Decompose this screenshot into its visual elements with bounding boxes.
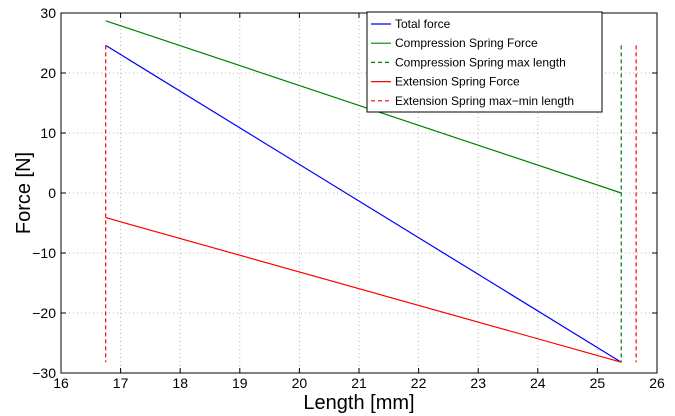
- axis-ticks: 16 17 18 19 20 21 22 23 24 25 26 −30 −20 −10 0 10 20 30: [32, 5, 665, 391]
- y-tick-label: −20: [32, 305, 56, 321]
- x-tick-label: 21: [351, 375, 367, 391]
- x-axis-label: Length [mm]: [303, 392, 414, 414]
- x-tick-label: 18: [172, 375, 188, 391]
- legend-entry: Extension Spring Force: [395, 75, 520, 89]
- series-group: [105, 20, 637, 363]
- x-tick-label: 24: [530, 375, 546, 391]
- y-axis-label: Force [N]: [13, 152, 35, 234]
- x-tick-label: 25: [590, 375, 606, 391]
- x-tick-label: 19: [232, 375, 248, 391]
- series-line: [105, 44, 622, 363]
- legend: Total force Compression Spring Force Compr…: [366, 11, 603, 113]
- x-tick-label: 20: [292, 375, 308, 391]
- legend-entry: Extension Spring max−min length: [395, 94, 574, 108]
- x-tick-label: 26: [649, 375, 665, 391]
- x-tick-label: 17: [113, 375, 129, 391]
- y-tick-label: 0: [48, 185, 56, 201]
- x-tick-label: 22: [411, 375, 427, 391]
- series-line: [105, 20, 622, 194]
- y-tick-label: −30: [32, 365, 56, 381]
- y-tick-label: 20: [40, 65, 56, 81]
- legend-box: [366, 11, 603, 113]
- y-tick-label: −10: [32, 245, 56, 261]
- legend-entry: Compression Spring max length: [395, 55, 566, 69]
- x-tick-label: 16: [53, 375, 69, 391]
- legend-entry: Compression Spring Force: [395, 36, 538, 50]
- y-tick-label: 10: [40, 125, 56, 141]
- y-tick-label: 30: [40, 5, 56, 21]
- series-line: [105, 217, 622, 363]
- x-tick-label: 23: [470, 375, 486, 391]
- legend-entry: Total force: [395, 17, 451, 31]
